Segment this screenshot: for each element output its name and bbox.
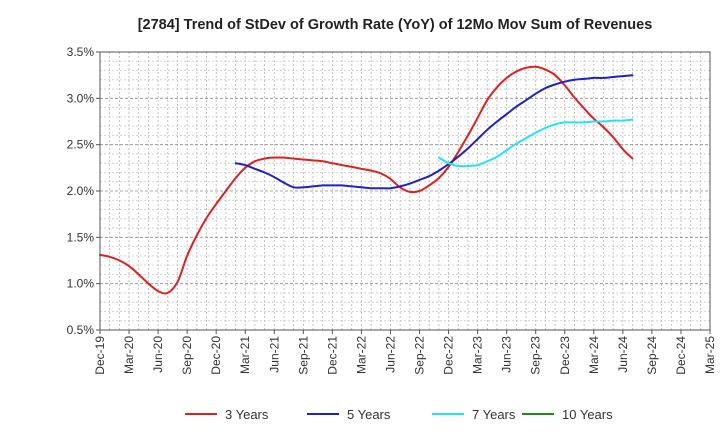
x-tick-label: Dec-21 bbox=[325, 336, 339, 375]
x-tick-label: Mar-22 bbox=[354, 336, 368, 374]
series-layer bbox=[99, 65, 634, 295]
legend-label: 10 Years bbox=[562, 407, 613, 422]
x-tick-label: Dec-20 bbox=[209, 336, 223, 375]
y-tick-label: 3.0% bbox=[67, 91, 95, 105]
x-tick-label: Jun-21 bbox=[267, 336, 281, 373]
x-tick-label: Mar-23 bbox=[471, 336, 485, 374]
x-tick-label: Sep-24 bbox=[645, 336, 659, 375]
x-tick-label: Jun-23 bbox=[500, 336, 514, 373]
series-line-7-years bbox=[438, 118, 634, 168]
x-tick-label: Sep-20 bbox=[180, 336, 194, 375]
x-tick-label: Sep-21 bbox=[296, 336, 310, 375]
x-tick-label: Mar-20 bbox=[122, 336, 136, 374]
x-tick-label: Dec-19 bbox=[93, 336, 107, 375]
y-tick-label: 0.5% bbox=[67, 323, 95, 337]
x-tick-label: Mar-24 bbox=[587, 336, 601, 374]
x-tick-label: Dec-22 bbox=[442, 336, 456, 375]
x-tick-label: Dec-23 bbox=[558, 336, 572, 375]
series-line-3-years bbox=[99, 65, 634, 295]
x-tick-label: Jun-20 bbox=[151, 336, 165, 373]
legend-label: 3 Years bbox=[225, 407, 269, 422]
axis-layer: 0.5% 1.0% 1.5% 2.0% 2.5% 3.0% 3.5% Dec-19 Mar-20… bbox=[67, 45, 717, 375]
x-tick-label: Jun-22 bbox=[383, 336, 397, 373]
x-tick-label: Mar-25 bbox=[703, 336, 717, 374]
y-tick-label: 1.5% bbox=[67, 230, 95, 244]
x-tick-label: Sep-23 bbox=[529, 336, 543, 375]
y-tick-label: 1.0% bbox=[67, 277, 95, 291]
y-tick-label: 2.5% bbox=[67, 138, 95, 152]
legend: 3 Years 5 Years 7 Years 10 Years bbox=[185, 407, 613, 422]
x-tick-label: Dec-24 bbox=[674, 336, 688, 375]
x-tick-label: Jun-24 bbox=[616, 336, 630, 373]
y-tick-label: 3.5% bbox=[67, 45, 95, 59]
legend-label: 5 Years bbox=[347, 407, 391, 422]
x-tick-label: Mar-21 bbox=[238, 336, 252, 374]
y-tick-label: 2.0% bbox=[67, 184, 95, 198]
series-line-5-years bbox=[234, 74, 634, 190]
legend-label: 7 Years bbox=[472, 407, 516, 422]
x-tick-label: Sep-22 bbox=[413, 336, 427, 375]
chart-title: [2784] Trend of StDev of Growth Rate (Yo… bbox=[138, 17, 653, 33]
